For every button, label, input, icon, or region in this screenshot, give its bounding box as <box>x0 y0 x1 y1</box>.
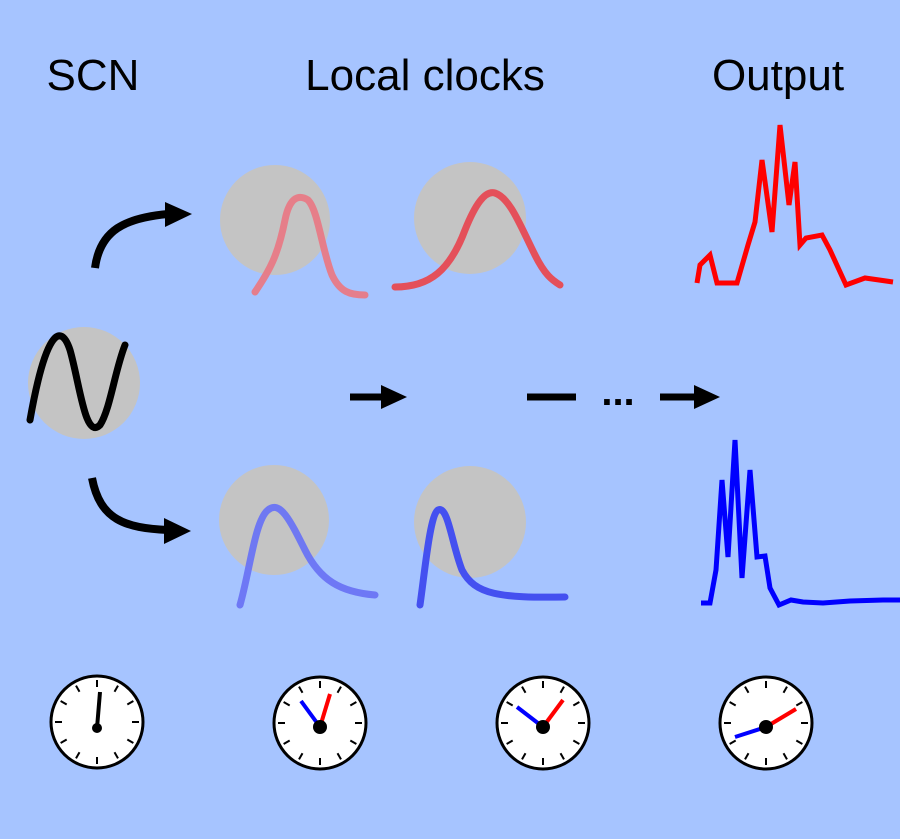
clock-tick <box>336 752 342 760</box>
clock-hub <box>536 720 550 734</box>
heading-output: Output <box>712 51 844 100</box>
clock-tick <box>349 739 357 745</box>
clock-tick <box>729 739 737 745</box>
clock-tick <box>349 701 357 707</box>
clock-ticks <box>55 680 139 764</box>
output-trace-blue <box>701 439 900 609</box>
clock-hub <box>759 720 773 734</box>
arrow-scn-to-red-clocks <box>91 202 192 269</box>
clock-tick <box>795 701 803 707</box>
clock-tick <box>782 752 788 760</box>
clock-tick <box>559 686 565 694</box>
clock-tick <box>75 751 81 759</box>
arrow-icon <box>164 518 191 544</box>
heading-scn: SCN <box>47 51 140 100</box>
clock-tick <box>795 739 803 745</box>
clock-tick <box>60 700 68 706</box>
clock-tick <box>298 752 304 760</box>
clock-hub <box>92 723 102 733</box>
clock-tick <box>744 686 750 694</box>
clock-tick <box>336 686 342 694</box>
clock-tick <box>75 685 81 693</box>
arrow-icon <box>381 385 407 409</box>
scn-node <box>26 327 140 439</box>
arrow-icon <box>694 385 720 409</box>
clock-hub <box>313 720 327 734</box>
clock-ticks <box>278 681 362 765</box>
clock-tick <box>729 701 737 707</box>
clock-scn <box>49 674 145 770</box>
clock-tick <box>521 752 527 760</box>
output-trace-red <box>694 124 894 289</box>
clock-tick <box>744 752 750 760</box>
red-local-clock-1 <box>220 165 369 299</box>
blue-local-clock-2 <box>414 466 569 609</box>
clock-output <box>718 675 814 771</box>
clock-tick <box>113 751 119 759</box>
peak-curve-icon <box>251 194 369 299</box>
clock-tick <box>506 739 514 745</box>
red-local-clock-2 <box>391 162 564 291</box>
sine-wave-icon <box>26 332 129 431</box>
clock-tick <box>572 701 580 707</box>
clock-ticks <box>724 681 808 765</box>
clock-tick <box>126 738 134 744</box>
arrow-scn-to-blue-clocks <box>88 477 191 544</box>
clock-tick <box>572 739 580 745</box>
clock-tick <box>506 701 514 707</box>
ellipsis: ... <box>601 370 634 414</box>
arrow-middle-1 <box>350 385 407 409</box>
arrow-middle-2 <box>660 385 720 409</box>
heading-local-clocks: Local clocks <box>305 51 545 100</box>
peak-curve-icon <box>236 504 379 609</box>
clock-tick <box>782 686 788 694</box>
clock-tick <box>283 739 291 745</box>
clock-local-1 <box>272 675 368 771</box>
clock-tick <box>126 700 134 706</box>
clock-local-2 <box>495 675 591 771</box>
clock-tick <box>298 686 304 694</box>
clock-tick <box>521 686 527 694</box>
clock-hand <box>95 691 102 729</box>
clock-tick <box>559 752 565 760</box>
clock-tick <box>60 738 68 744</box>
arrow-icon <box>165 202 192 227</box>
peak-curve-icon <box>416 506 569 609</box>
clock-tick <box>113 685 119 693</box>
clock-ticks <box>501 681 585 765</box>
clock-tick <box>283 701 291 707</box>
blue-local-clock-1 <box>219 465 379 609</box>
peak-curve-icon <box>391 189 564 291</box>
